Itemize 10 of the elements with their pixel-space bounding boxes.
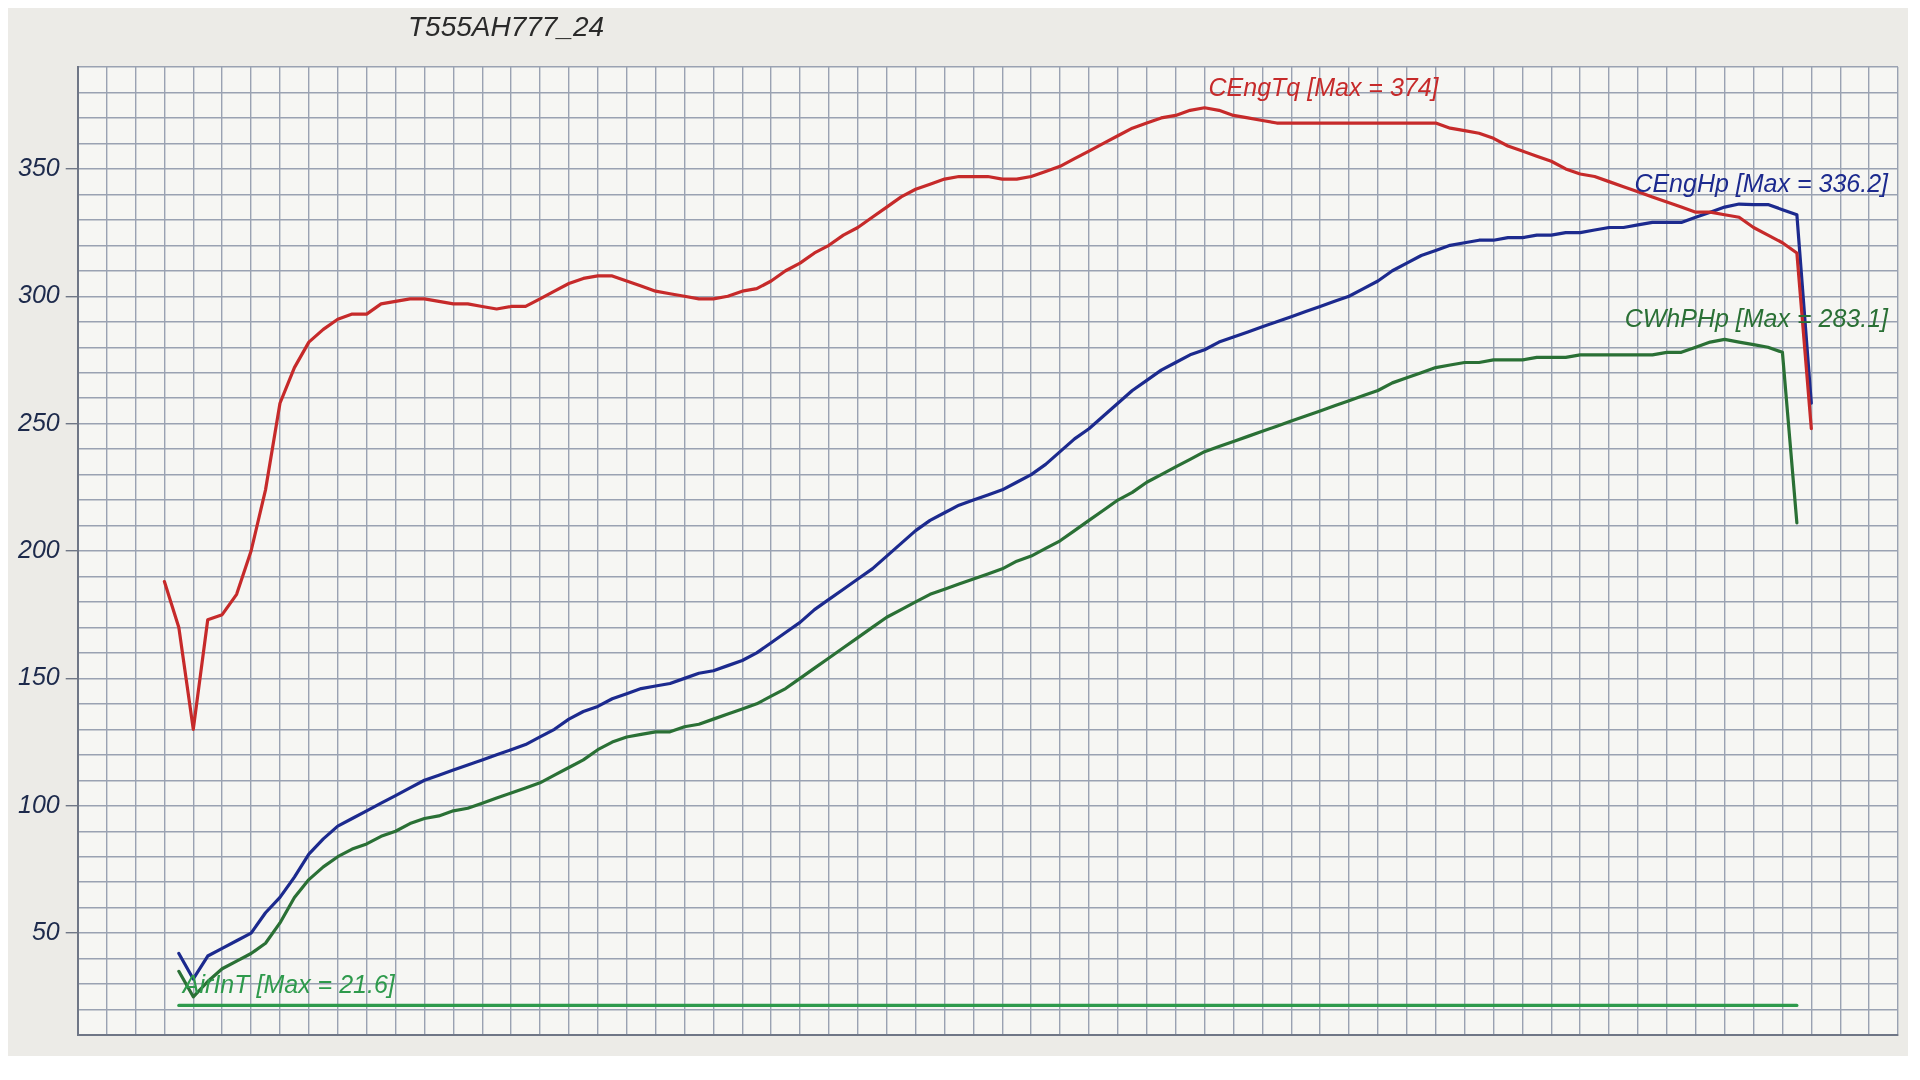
series-label: CEngTq [Max = 374] (1208, 72, 1440, 101)
chart-title: T555AH777_24 (407, 10, 606, 44)
series-label: CEngHp [Max = 336.2] (1634, 169, 1890, 198)
y-tick-label: 100 (17, 789, 60, 818)
y-tick-label: 150 (17, 662, 60, 691)
y-tick-label: 250 (16, 407, 60, 436)
y-tick-label: 300 (17, 280, 60, 309)
y-tick-label: 200 (16, 534, 60, 563)
y-tick-label: 350 (17, 152, 60, 181)
y-tick-label: 50 (31, 917, 60, 946)
